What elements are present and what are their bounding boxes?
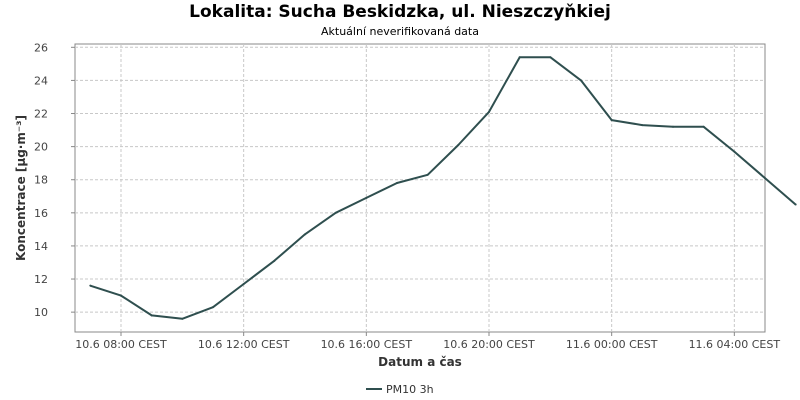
data-point: [365, 196, 368, 199]
chart-title: Lokalita: Sucha Beskidzka, ul. Nieszczyň…: [189, 2, 611, 22]
data-point: [273, 259, 276, 262]
legend: PM10 3h: [366, 383, 434, 396]
data-point: [764, 177, 766, 180]
data-point: [733, 150, 736, 153]
x-axis-ticks: 10.6 08:00 CEST 10.6 12:00 CEST 10.6 16:00…: [75, 332, 780, 351]
legend-label: PM10 3h: [386, 383, 434, 396]
x-tick-label: 11.6 00:00 CEST: [566, 338, 658, 351]
x-axis-title: Datum a čas: [378, 355, 462, 369]
y-tick-label: 18: [34, 174, 48, 187]
data-point: [549, 56, 552, 59]
data-point: [672, 125, 674, 128]
data-point: [212, 306, 214, 309]
data-point: [304, 233, 306, 236]
data-point: [702, 125, 705, 128]
series-layer: [89, 56, 797, 320]
chart-subtitle: Aktuální neverifikovaná data: [321, 25, 479, 38]
y-tick-label: 16: [34, 207, 48, 220]
y-tick-label: 10: [34, 306, 48, 319]
plot-area: [74, 43, 766, 333]
x-tick-label: 10.6 12:00 CEST: [198, 338, 290, 351]
data-point: [181, 317, 184, 320]
y-tick-label: 14: [34, 240, 48, 253]
data-point: [120, 294, 122, 297]
data-point: [610, 119, 613, 122]
series-line-0: [89, 56, 797, 320]
y-tick-label: 24: [34, 74, 48, 87]
data-point: [426, 173, 429, 176]
y-tick-label: 26: [34, 41, 48, 54]
data-point: [396, 182, 398, 185]
y-tick-label: 12: [34, 273, 48, 286]
data-point: [641, 124, 644, 127]
x-tick-label: 10.6 16:00 CEST: [321, 338, 413, 351]
y-axis-title: Koncentrace [µg·m⁻³]: [14, 115, 28, 261]
data-point: [242, 283, 245, 285]
y-axis-ticks: 10 12 14 16 18 20 22 24 26: [34, 41, 75, 319]
data-point: [794, 203, 797, 206]
data-point: [518, 56, 521, 59]
data-point: [457, 143, 460, 146]
data-point: [89, 284, 92, 287]
x-tick-label: 11.6 04:00 CEST: [689, 338, 781, 351]
data-point: [580, 79, 582, 82]
x-tick-label: 10.6 08:00 CEST: [75, 338, 167, 351]
data-point: [150, 314, 153, 317]
data-point: [334, 211, 337, 214]
data-point: [488, 110, 490, 113]
y-tick-label: 20: [34, 141, 48, 154]
x-tick-label: 10.6 20:00 CEST: [443, 338, 535, 351]
y-tick-label: 22: [34, 108, 48, 121]
